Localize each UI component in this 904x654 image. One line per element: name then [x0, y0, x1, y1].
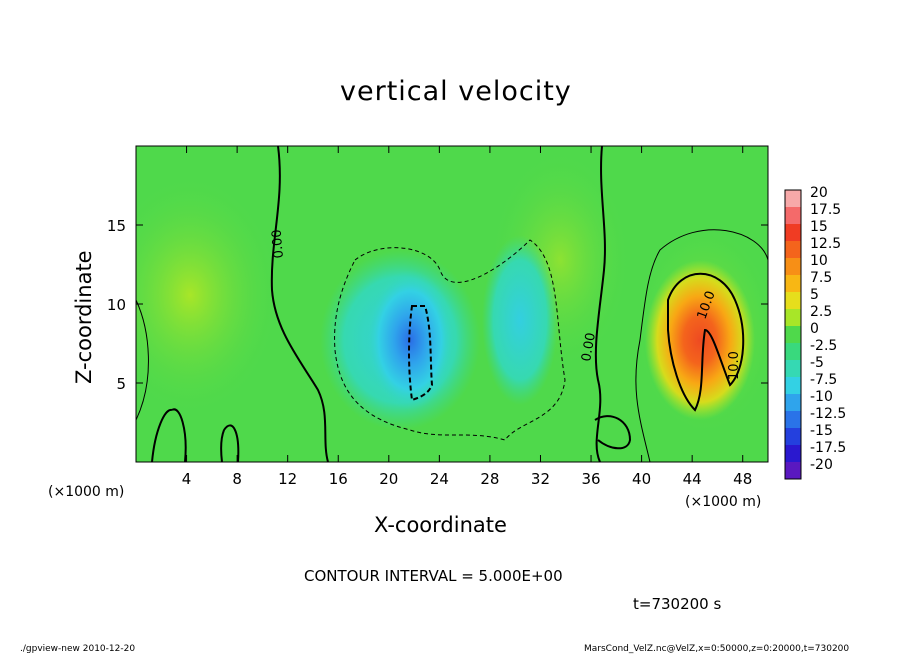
x-unit-right: (×1000 m) — [685, 494, 762, 510]
colorbar-label: 2.5 — [810, 304, 832, 320]
colorbar-swatch — [785, 190, 801, 207]
pos-contour-left-edge — [136, 299, 149, 421]
x-axis-ticks: 4 8 12 16 20 24 28 32 36 40 44 48 — [182, 146, 752, 488]
chart-title: vertical velocity — [340, 76, 572, 107]
x-tick-label: 32 — [531, 470, 550, 488]
pos-contour-small-2 — [220, 424, 240, 462]
colorbar-label: 15 — [810, 219, 828, 235]
colorbar-label: 20 — [810, 185, 828, 201]
x-tick-label: 24 — [430, 470, 449, 488]
colorbar-label: -12.5 — [810, 406, 846, 422]
colorbar-label: 12.5 — [810, 236, 841, 252]
footer-right: MarsCond_VelZ.nc@VelZ,x=0:50000,z=0:2000… — [584, 644, 850, 654]
colorbar-swatch — [785, 428, 801, 445]
y-tick-label: 5 — [116, 375, 126, 393]
colorbar-label: -7.5 — [810, 372, 837, 388]
x-tick-label: 36 — [581, 470, 600, 488]
x-tick-label: 16 — [329, 470, 348, 488]
colorbar-frame — [784, 189, 802, 480]
colorbar-swatch — [785, 377, 801, 394]
contour-interval: CONTOUR INTERVAL = 5.000E+00 — [304, 567, 563, 585]
x-tick-label: 4 — [182, 470, 192, 488]
x-tick-label: 12 — [278, 470, 297, 488]
x-tick-label: 28 — [480, 470, 499, 488]
colorbar-label: -20 — [810, 457, 833, 473]
colorbar-swatch — [785, 224, 801, 241]
zero-contour-right — [594, 146, 606, 462]
colorbar-label: 10 — [810, 253, 828, 269]
contour-label-zero-right: 0.00 — [579, 332, 599, 363]
y-axis-label: Z-coordinate — [72, 250, 96, 384]
x-tick-label: 44 — [683, 470, 702, 488]
x-tick-label: 8 — [232, 470, 242, 488]
neg-contour-outer — [334, 239, 566, 441]
x-tick-label: 48 — [733, 470, 752, 488]
pos-contour-small-1 — [151, 408, 187, 462]
pos-contour-10 — [667, 272, 745, 412]
zero-contour-left — [270, 146, 329, 462]
x-unit-left: (×1000 m) — [48, 484, 125, 500]
y-tick-label: 15 — [107, 217, 126, 235]
footer-left: ./gpview-new 2010-12-20 — [20, 644, 136, 654]
colorbar-swatch — [785, 207, 801, 224]
colorbar-swatch — [785, 258, 801, 275]
contour-label-10-b: 10.0 — [727, 351, 742, 380]
colorbar-swatch — [785, 445, 801, 462]
colorbar-swatch — [785, 343, 801, 360]
colorbar-swatch — [785, 462, 801, 479]
colorbar-label: -17.5 — [810, 440, 846, 456]
colorbar-swatch — [785, 411, 801, 428]
colorbar-swatch — [785, 275, 801, 292]
pos-contour-outer — [635, 229, 768, 462]
colorbar-swatch — [785, 326, 801, 343]
x-tick-label: 40 — [632, 470, 651, 488]
colorbar: 2017.51512.5107.552.50-2.5-5-7.5-10-12.5… — [784, 185, 846, 480]
colorbar-swatch — [785, 309, 801, 326]
contour-label-zero-left: 0.00 — [270, 229, 287, 259]
colorbar-swatch — [785, 292, 801, 309]
colorbar-label: -2.5 — [810, 338, 837, 354]
colorbar-swatch — [785, 394, 801, 411]
y-tick-label: 10 — [107, 296, 126, 314]
colorbar-swatch — [785, 360, 801, 377]
colorbar-swatch — [785, 241, 801, 258]
pos-contour-small-3 — [594, 415, 632, 450]
colorbar-label: 0 — [810, 321, 819, 337]
y-axis-ticks: 5 10 15 — [107, 217, 768, 393]
colorbar-label: -15 — [810, 423, 833, 439]
colorbar-label: -5 — [810, 355, 824, 371]
neg-contour-inner — [408, 305, 434, 402]
time-label: t=730200 s — [633, 595, 722, 613]
colorbar-label: 7.5 — [810, 270, 832, 286]
weak-downdraft — [482, 235, 558, 405]
x-tick-label: 20 — [379, 470, 398, 488]
x-axis-label: X-coordinate — [374, 513, 507, 537]
colorbar-label: 17.5 — [810, 202, 841, 218]
colorbar-label: 5 — [810, 287, 819, 303]
positive-region-left — [136, 175, 280, 415]
colorbar-label: -10 — [810, 389, 833, 405]
